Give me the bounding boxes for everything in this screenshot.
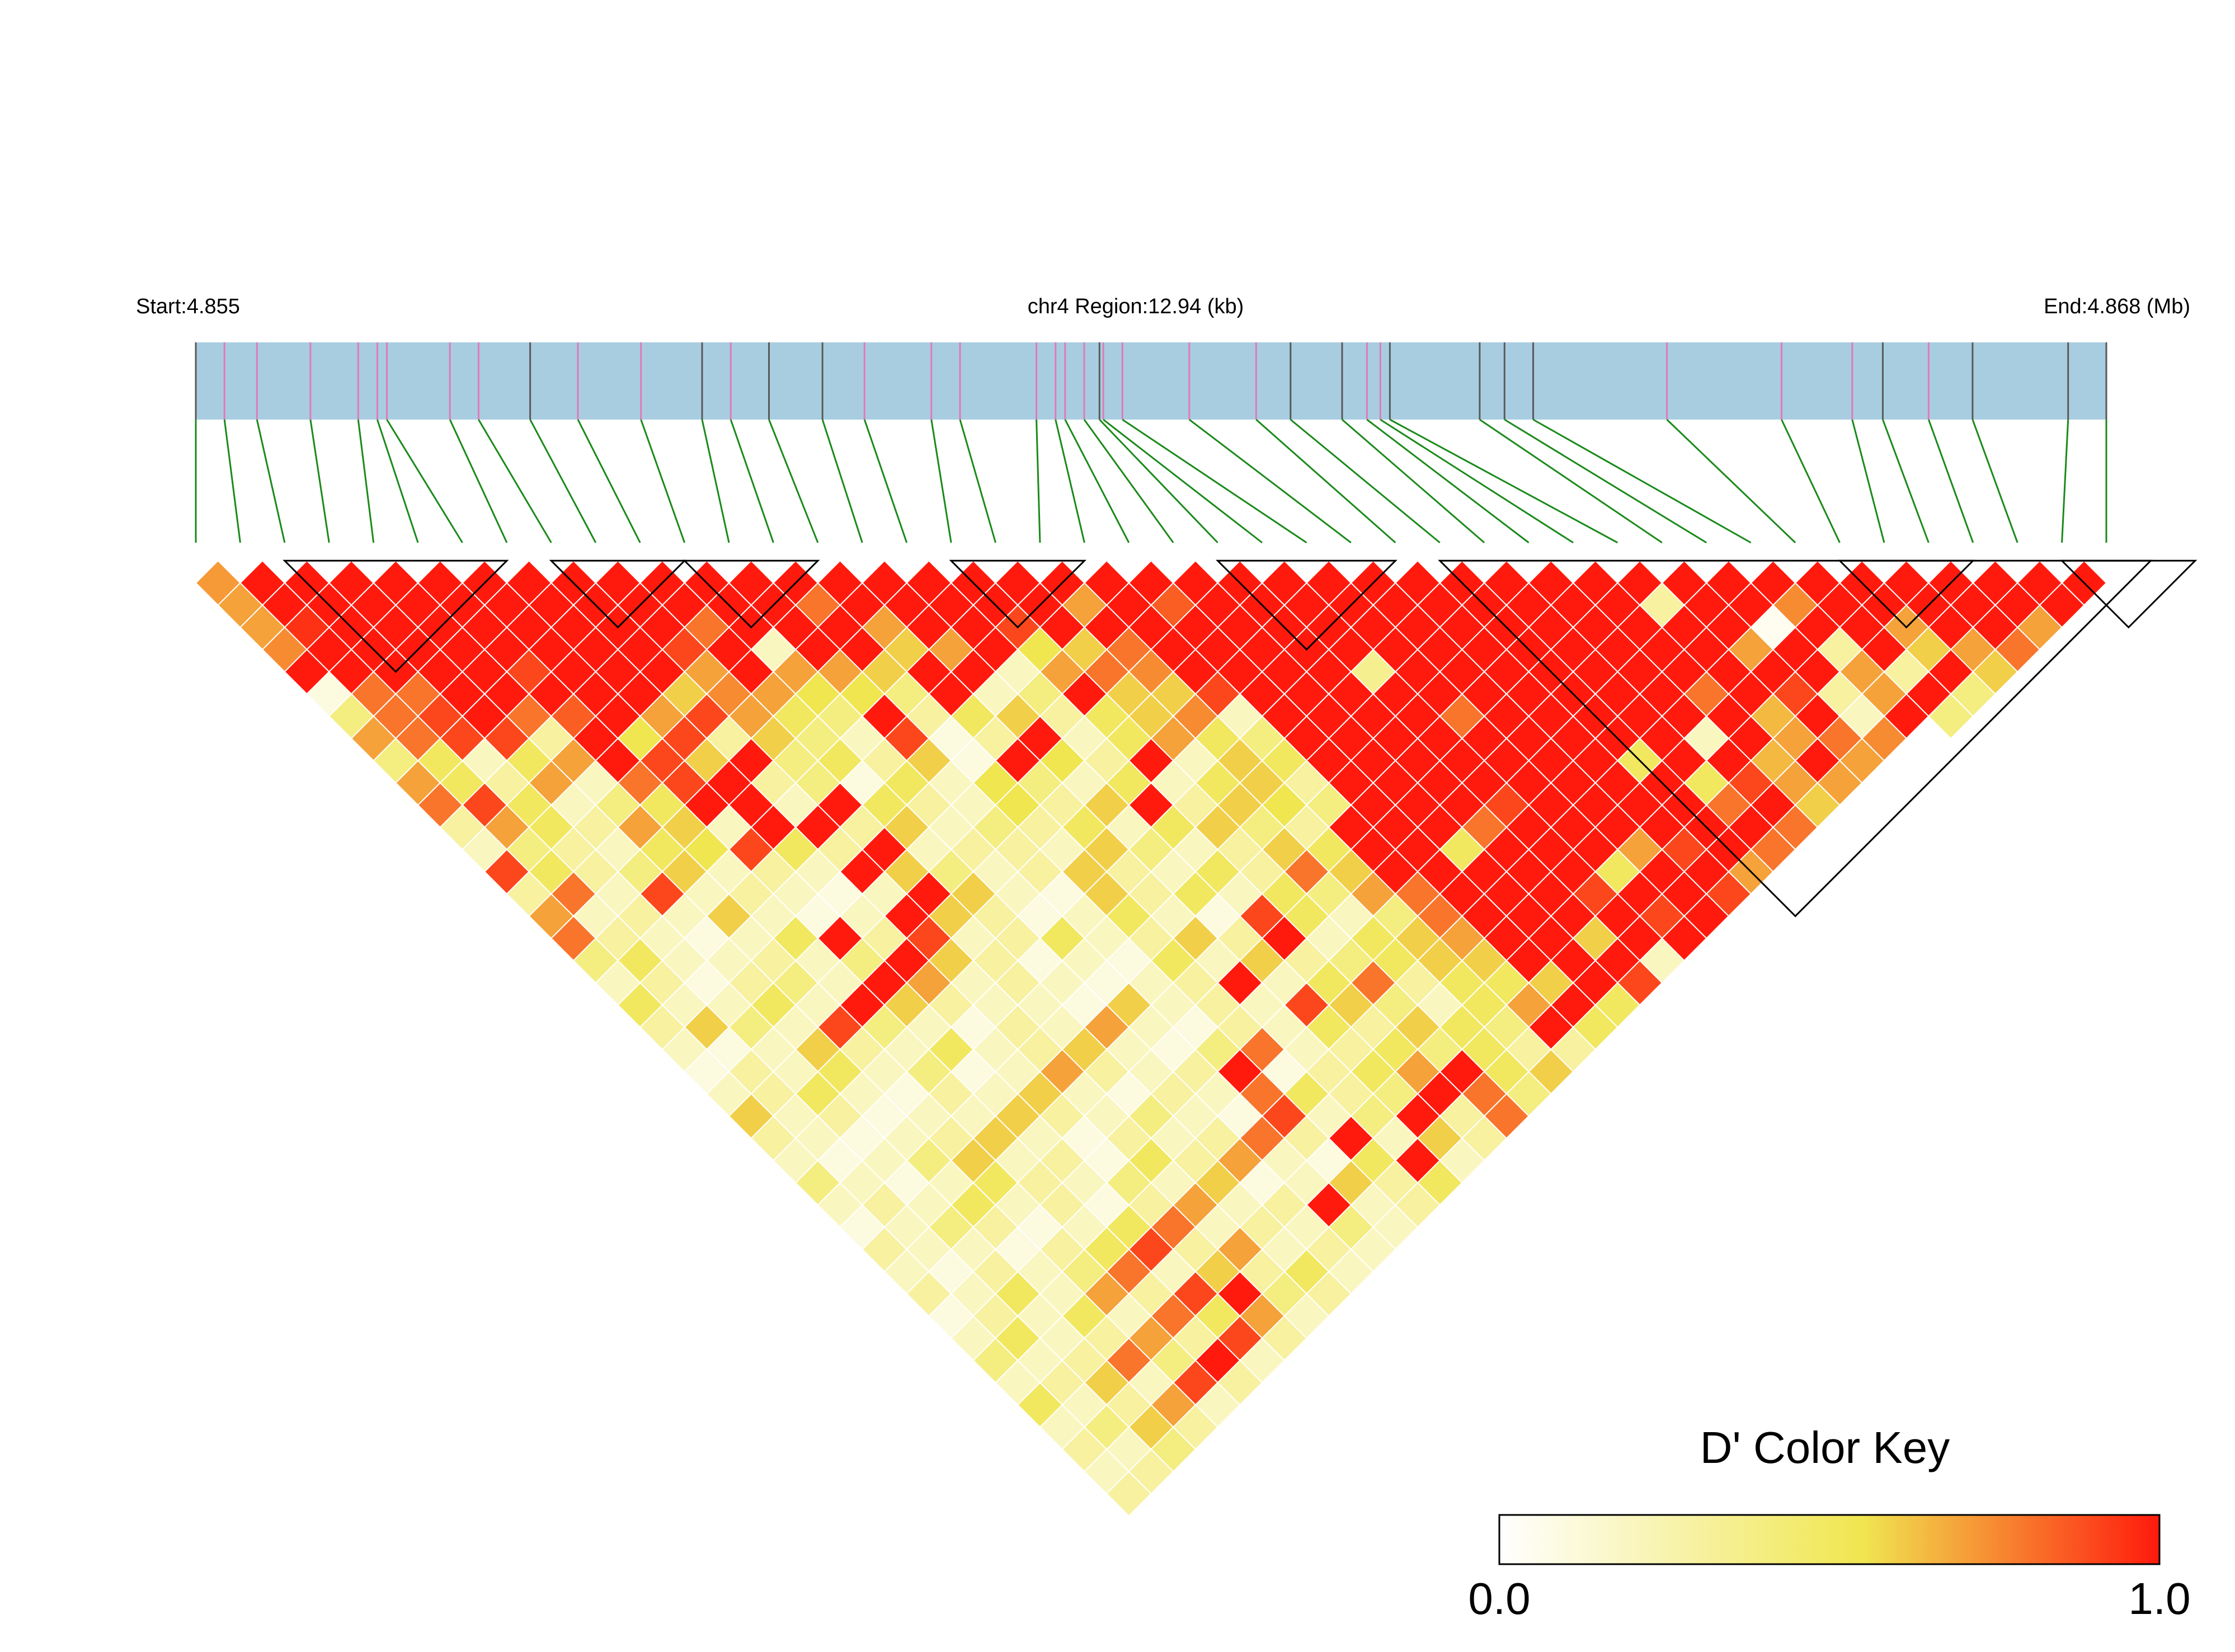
snp-connector: [1366, 418, 1530, 544]
snp-connector: [1971, 419, 2018, 543]
snp-connector: [1882, 419, 1930, 543]
snp-connector: [1342, 418, 1485, 544]
snp-connector: [1290, 418, 1441, 544]
ld-block-outline: [682, 559, 820, 629]
snp-connector: [1055, 419, 1085, 543]
snp-connector: [640, 419, 686, 543]
snp-connector: [701, 419, 730, 543]
ld-block-outline: [283, 559, 509, 673]
snp-connector: [1927, 419, 1974, 543]
snp-connector: [1532, 418, 1752, 544]
snp-connector: [1255, 418, 1396, 544]
ld-block-outline: [1438, 559, 2153, 917]
snp-connector: [1103, 418, 1263, 544]
snp-connector: [1666, 418, 1796, 544]
chromosome-region-track: [196, 342, 2106, 420]
snp-connector: [730, 419, 774, 543]
ld-block-outline: [549, 559, 687, 629]
snp-connector: [449, 419, 508, 543]
region-end-label: End:4.868 (Mb): [2044, 295, 2190, 318]
ld-cell: [1105, 1470, 1152, 1517]
color-key-gradient: [1498, 1514, 2161, 1565]
ld-block-outline: [1215, 559, 1398, 651]
snp-connector: [223, 419, 241, 543]
snp-connector: [529, 419, 597, 543]
region-bar: [196, 342, 2106, 420]
snp-connector: [959, 419, 996, 543]
color-key-title: D' Color Key: [1700, 1423, 1950, 1472]
snp-connector: [1479, 418, 1663, 544]
snp-connector: [1188, 418, 1352, 544]
snp-connector: [1083, 419, 1174, 543]
snp-connector: [1389, 418, 1618, 544]
snp-connector: [478, 419, 552, 543]
snp-connector: [1036, 419, 1041, 543]
snp-connector: [357, 419, 375, 543]
snp-connector: [1851, 419, 1885, 543]
snp-connector: [2061, 419, 2069, 543]
snp-position-markers: [195, 342, 2107, 420]
ld-block-outline: [949, 559, 1087, 629]
ld-block-outlines: [283, 559, 2198, 917]
snp-connector: [821, 419, 863, 543]
ld-cell: [1927, 693, 1974, 740]
snp-connector: [377, 419, 419, 543]
ld-block-outline: [1837, 559, 1975, 629]
snp-connector: [1504, 418, 1707, 544]
snp-connector: [1781, 419, 1841, 543]
region-start-label: Start:4.855: [136, 295, 240, 318]
snp-connector: [256, 419, 286, 543]
region-title-label: chr4 Region:12.94 (kb): [1028, 295, 1244, 318]
ld-block-outline: [2059, 559, 2198, 629]
snp-connector: [1099, 418, 1218, 544]
snp-connector: [930, 419, 952, 543]
snp-connector: [1064, 419, 1130, 543]
snp-connector: [863, 419, 908, 543]
color-key-max-label: 1.0: [2128, 1574, 2190, 1623]
snp-connector: [309, 419, 330, 543]
snp-connector: [577, 419, 641, 543]
snp-connector: [386, 419, 463, 543]
snp-connector-lines: [195, 418, 2107, 544]
color-key-min-label: 0.0: [1468, 1574, 1530, 1623]
ld-triangle-cells: [195, 559, 2107, 1517]
color-key-legend: D' Color Key 0.0 1.0: [1468, 1423, 2190, 1623]
snp-connector: [1380, 418, 1574, 544]
snp-connector: [1122, 418, 1307, 544]
snp-connector: [768, 419, 819, 543]
